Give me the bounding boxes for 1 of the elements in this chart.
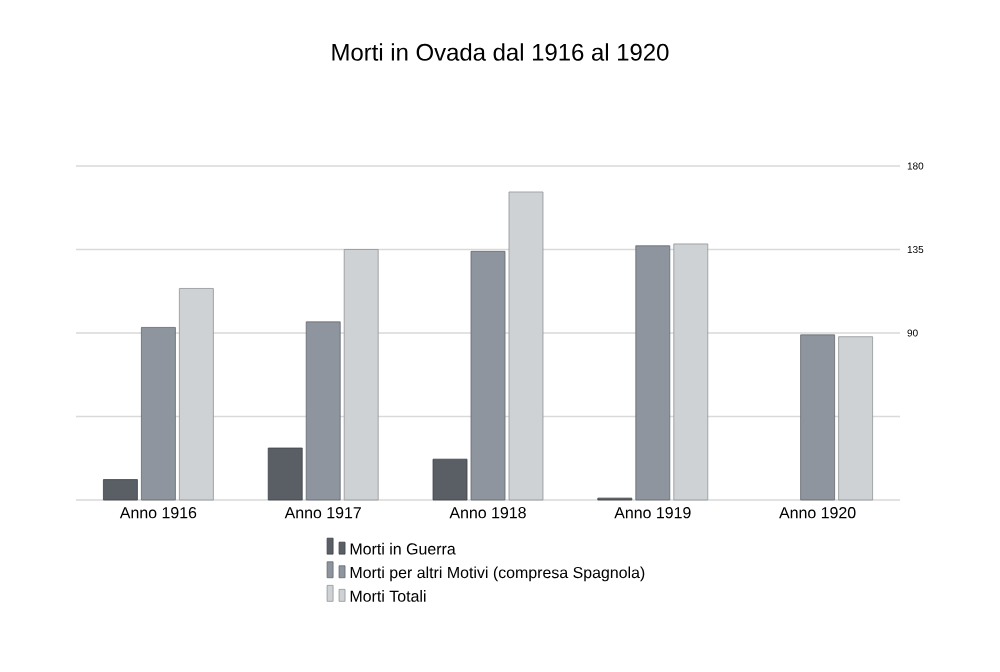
chart-title: Morti in Ovada dal 1916 al 1920 xyxy=(332,43,669,61)
